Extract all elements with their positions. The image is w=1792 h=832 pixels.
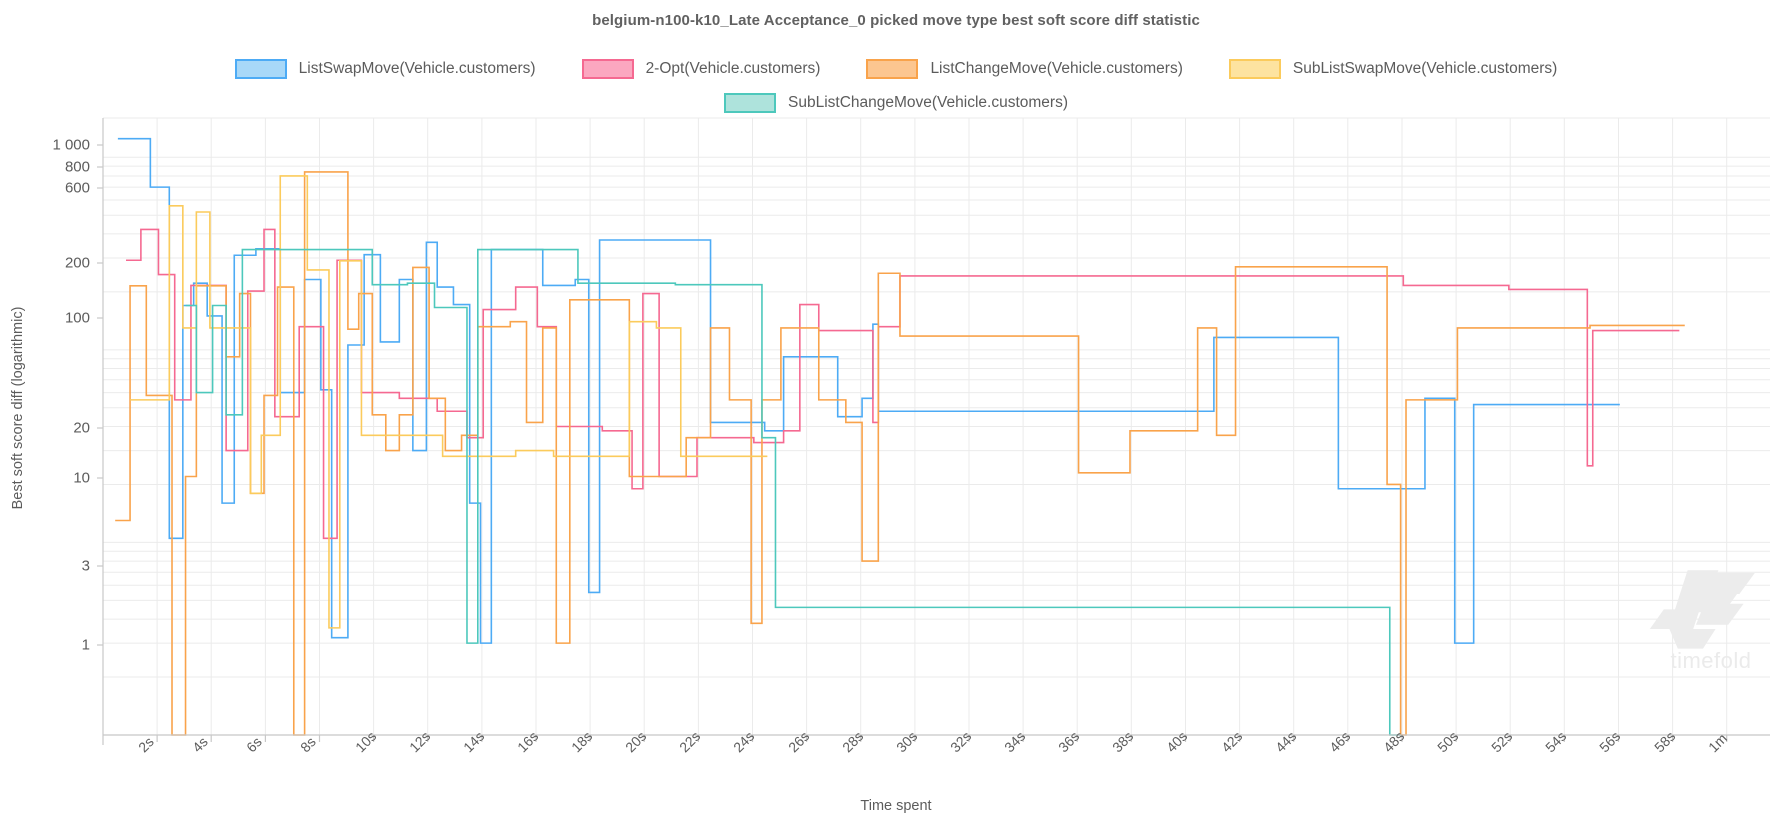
y-tick-label: 100 — [64, 309, 90, 327]
y-tick-label: 1 000 — [52, 136, 90, 154]
series-line — [126, 228, 1680, 540]
series-line — [117, 137, 1620, 644]
legend-label: SubListSwapMove(Vehicle.customers) — [1292, 60, 1558, 77]
legend-item-2opt[interactable]: 2-Opt(Vehicle.customers) — [581, 52, 821, 86]
legend-label: ListChangeMove(Vehicle.customers) — [930, 60, 1183, 77]
y-tick-label: 600 — [64, 179, 90, 197]
legend-swatch-icon — [866, 59, 919, 79]
legend-swatch-icon — [724, 93, 776, 113]
legend-item-sublistchangemove[interactable]: SubListChangeMove(Vehicle.customers) — [0, 86, 1792, 120]
y-tick-label: 10 — [73, 469, 90, 487]
legend-label: ListSwapMove(Vehicle.customers) — [298, 60, 536, 77]
y-tick-label: 20 — [73, 419, 90, 437]
series-line — [185, 248, 1401, 736]
x-axis-title: Time spent — [860, 798, 932, 814]
legend-label: SubListChangeMove(Vehicle.customers) — [788, 94, 1068, 111]
y-tick-label: 3 — [81, 557, 90, 575]
legend-swatch-icon — [581, 59, 634, 79]
legend-item-listswapmove[interactable]: ListSwapMove(Vehicle.customers) — [234, 52, 536, 86]
chart-title: belgium-n100-k10_Late Acceptance_0 picke… — [592, 12, 1200, 29]
y-tick-label: 200 — [64, 254, 90, 272]
grid-layer — [103, 117, 1770, 736]
watermark-label: timefold — [1670, 648, 1752, 673]
chart-legend: ListSwapMove(Vehicle.customers) 2-Opt(Ve… — [0, 52, 1792, 120]
series-line — [130, 175, 768, 629]
legend-swatch-icon — [1228, 59, 1281, 79]
legend-item-listchangemove[interactable]: ListChangeMove(Vehicle.customers) — [866, 52, 1183, 86]
y-tick-label: 800 — [64, 158, 90, 176]
legend-swatch-icon — [234, 59, 287, 79]
y-tick-label: 1 — [81, 636, 90, 654]
series-layer — [115, 137, 1685, 736]
axis-layer — [97, 118, 1770, 745]
legend-item-sublistswapmove[interactable]: SubListSwapMove(Vehicle.customers) — [1228, 52, 1558, 86]
series-line — [115, 171, 1685, 736]
legend-label: 2-Opt(Vehicle.customers) — [645, 60, 821, 77]
